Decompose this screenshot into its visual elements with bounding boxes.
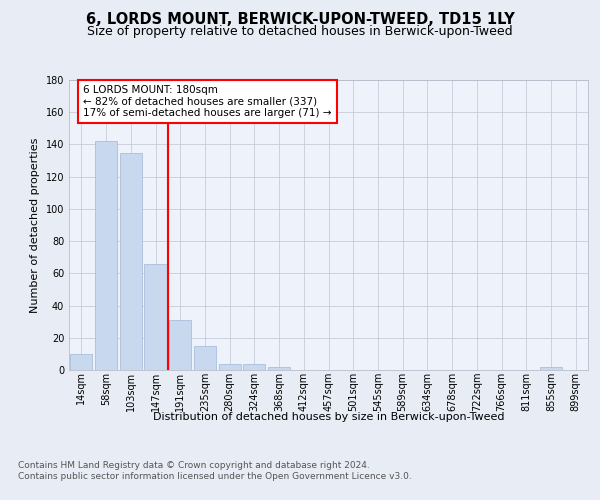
Bar: [169, 320, 191, 370]
Bar: [540, 367, 562, 370]
Bar: [95, 141, 117, 370]
Text: Contains HM Land Registry data © Crown copyright and database right 2024.: Contains HM Land Registry data © Crown c…: [18, 461, 370, 470]
Y-axis label: Number of detached properties: Number of detached properties: [30, 138, 40, 312]
Text: Distribution of detached houses by size in Berwick-upon-Tweed: Distribution of detached houses by size …: [153, 412, 505, 422]
Text: 6 LORDS MOUNT: 180sqm
← 82% of detached houses are smaller (337)
17% of semi-det: 6 LORDS MOUNT: 180sqm ← 82% of detached …: [83, 85, 332, 118]
Bar: [194, 346, 216, 370]
Bar: [268, 367, 290, 370]
Text: 6, LORDS MOUNT, BERWICK-UPON-TWEED, TD15 1LY: 6, LORDS MOUNT, BERWICK-UPON-TWEED, TD15…: [86, 12, 514, 28]
Text: Size of property relative to detached houses in Berwick-upon-Tweed: Size of property relative to detached ho…: [87, 25, 513, 38]
Text: Contains public sector information licensed under the Open Government Licence v3: Contains public sector information licen…: [18, 472, 412, 481]
Bar: [243, 364, 265, 370]
Bar: [70, 354, 92, 370]
Bar: [119, 152, 142, 370]
Bar: [218, 364, 241, 370]
Bar: [145, 264, 167, 370]
